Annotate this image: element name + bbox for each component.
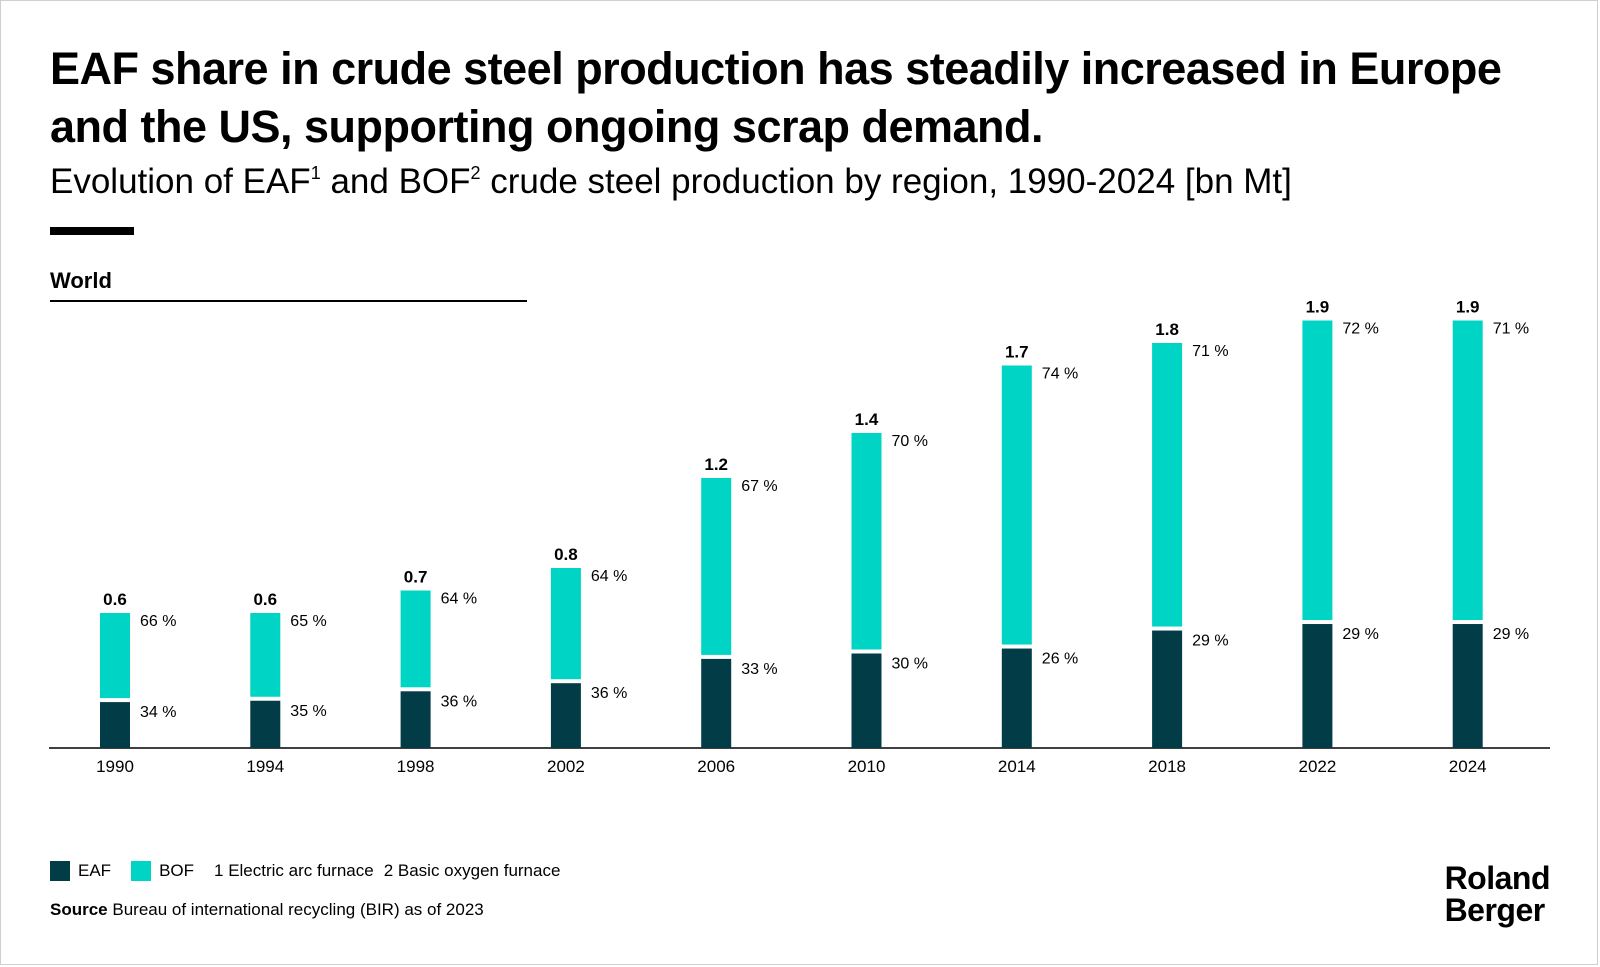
total-label-2002: 0.8: [554, 545, 578, 564]
eaf-share-label-2006: 33 %: [741, 661, 777, 678]
total-label-2010: 1.4: [855, 410, 879, 429]
bof-share-label-2014: 74 %: [1042, 366, 1078, 383]
bar-bof-2018: [1152, 343, 1183, 627]
bar-eaf-2010: [851, 653, 882, 748]
eaf-share-label-2010: 30 %: [892, 656, 928, 673]
eaf-share-label-2002: 36 %: [591, 685, 627, 702]
bof-share-label-2022: 72 %: [1342, 321, 1378, 338]
bof-share-label-1990: 66 %: [140, 613, 176, 630]
subtitle-text-c: crude steel production by region, 1990-2…: [480, 162, 1292, 201]
bar-eaf-2018: [1152, 630, 1183, 748]
total-label-2018: 1.8: [1155, 320, 1179, 339]
legend-swatch-eaf: [50, 861, 70, 881]
eaf-share-label-2024: 29 %: [1493, 626, 1529, 643]
x-tick-label-2006: 2006: [697, 757, 735, 776]
bar-bof-2010: [851, 433, 882, 650]
chart-subtitle: Evolution of EAF1 and BOF2 crude steel p…: [50, 160, 1570, 204]
bar-bof-2024: [1452, 320, 1483, 621]
eaf-share-label-1998: 36 %: [441, 693, 477, 710]
bof-share-label-2024: 71 %: [1493, 321, 1529, 338]
eaf-share-label-2022: 29 %: [1342, 626, 1378, 643]
logo-line-2: Berger: [1444, 892, 1546, 928]
bof-share-label-2006: 67 %: [741, 478, 777, 495]
legend-label-eaf: EAF: [78, 861, 112, 880]
bar-eaf-2014: [1001, 648, 1032, 748]
eaf-share-label-2014: 26 %: [1042, 651, 1078, 668]
x-tick-label-2010: 2010: [848, 757, 886, 776]
roland-berger-logo: Roland Berger: [1444, 860, 1551, 928]
total-label-2024: 1.9: [1456, 298, 1480, 317]
bar-eaf-1990: [100, 702, 130, 748]
section-label: World: [50, 268, 112, 293]
total-label-2014: 1.7: [1005, 343, 1029, 362]
bar-bof-1994: [250, 613, 281, 697]
total-label-1994: 0.6: [253, 590, 277, 609]
x-tick-label-2024: 2024: [1449, 757, 1487, 776]
legend-swatch-bof: [131, 861, 152, 881]
x-tick-label-2022: 2022: [1298, 757, 1336, 776]
subtitle-text-b: and BOF: [320, 162, 471, 201]
bof-share-label-1998: 64 %: [441, 591, 477, 608]
footnote-2: 2 Basic oxygen furnace: [383, 861, 561, 880]
bar-bof-1990: [100, 613, 130, 699]
subtitle-text-a: Evolution of EAF: [50, 162, 311, 201]
eaf-share-label-1990: 34 %: [140, 704, 176, 721]
bof-share-label-2018: 71 %: [1192, 343, 1228, 360]
total-label-2022: 1.9: [1306, 298, 1330, 317]
eaf-share-label-1994: 35 %: [290, 703, 326, 720]
legend-label-bof: BOF: [159, 861, 195, 880]
subtitle-sup-a: 1: [310, 163, 321, 183]
bar-eaf-2022: [1302, 624, 1333, 748]
chart-title: EAF share in crude steel production has …: [50, 43, 1502, 152]
source-prefix: Source: [50, 900, 108, 919]
bar-bof-1998: [400, 590, 431, 688]
bar-eaf-1994: [250, 700, 281, 748]
source-note: Source Bureau of international recycling…: [50, 900, 484, 920]
x-tick-label-1990: 1990: [96, 757, 134, 776]
bar-bof-2014: [1001, 365, 1032, 645]
bar-eaf-2024: [1452, 624, 1483, 748]
bof-share-label-2002: 64 %: [591, 568, 627, 585]
bof-share-label-2010: 70 %: [892, 433, 928, 450]
bar-eaf-1998: [400, 691, 431, 748]
x-tick-label-2014: 2014: [998, 757, 1036, 776]
bar-bof-2002: [550, 568, 581, 680]
bar-bof-2006: [701, 478, 732, 655]
section-rule: [50, 300, 527, 302]
x-tick-label-1994: 1994: [246, 757, 284, 776]
bar-eaf-2002: [550, 683, 581, 748]
x-tick-label-2002: 2002: [547, 757, 585, 776]
subtitle-sup-b: 2: [470, 163, 481, 183]
bar-bof-2022: [1302, 320, 1333, 621]
legend-item-bof: BOF: [131, 861, 194, 881]
total-label-2006: 1.2: [704, 455, 728, 474]
bof-share-label-1994: 65 %: [290, 613, 326, 630]
x-tick-label-1998: 1998: [397, 757, 435, 776]
source-text: Bureau of international recycling (BIR) …: [107, 900, 484, 919]
bar-eaf-2006: [701, 658, 732, 748]
title-accent-bar: [50, 227, 134, 235]
legend: EAF BOF 1 Electric arc furnace 2 Basic o…: [50, 861, 570, 881]
footnote-1: 1 Electric arc furnace: [214, 861, 374, 880]
total-label-1998: 0.7: [404, 568, 428, 587]
logo-line-1: Roland: [1444, 860, 1551, 896]
eaf-share-label-2018: 29 %: [1192, 633, 1228, 650]
total-label-1990: 0.6: [103, 590, 127, 609]
x-tick-label-2018: 2018: [1148, 757, 1186, 776]
legend-item-eaf: EAF: [50, 861, 111, 881]
